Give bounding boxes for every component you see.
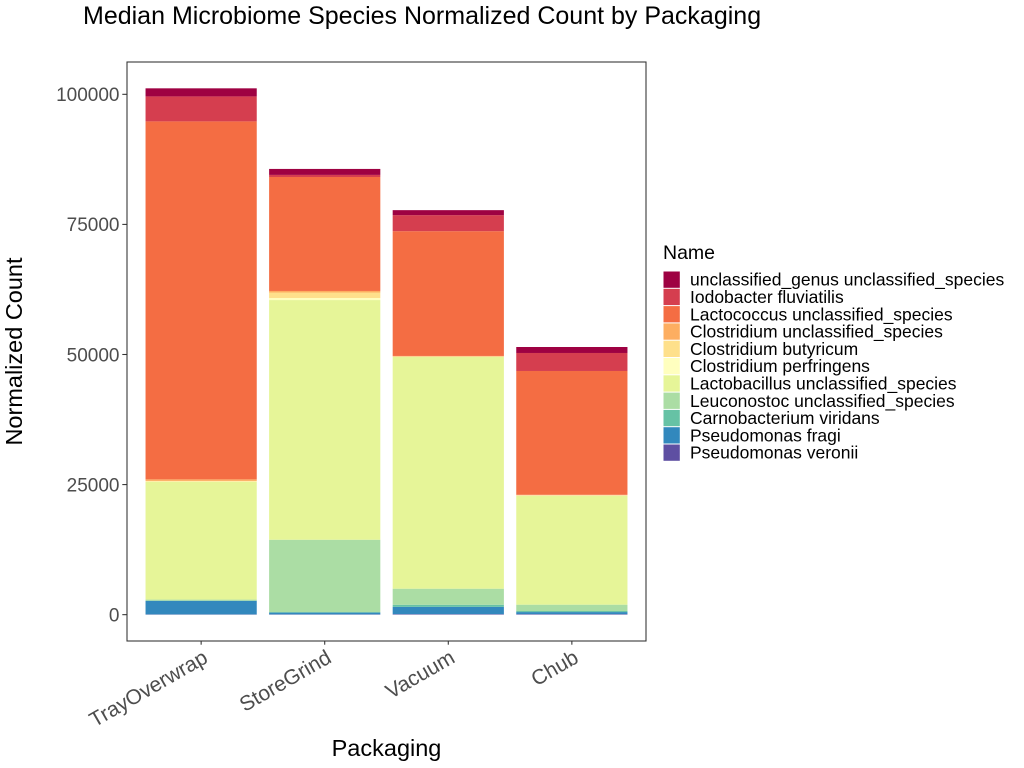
legend-item-lactococcus-unclassified-species: Lactococcus unclassified_species bbox=[663, 304, 953, 325]
bar-storegrind-lactobacillus-unclassified-species bbox=[269, 300, 381, 540]
legend-key bbox=[663, 444, 680, 461]
bar-trayoverwrap-clostridium-perfringens bbox=[145, 481, 257, 482]
legend-label: Lactobacillus unclassified_species bbox=[690, 374, 957, 395]
bar-chub-leuconostoc-unclassified-species bbox=[516, 604, 628, 612]
bar-stack-storegrind bbox=[269, 168, 381, 615]
y-tick-label: 75000 bbox=[67, 215, 120, 236]
bar-vacuum-unclassified-genus-unclassified-species bbox=[392, 210, 504, 216]
legend-title: Name bbox=[663, 242, 715, 264]
legend-label: Pseudomonas veronii bbox=[690, 443, 858, 463]
bar-vacuum-pseudomonas-veronii bbox=[392, 614, 504, 615]
bar-trayoverwrap-unclassified-genus-unclassified-species bbox=[145, 88, 257, 97]
legend-item-clostridium-perfringens: Clostridium perfringens bbox=[663, 356, 870, 376]
legend-item-clostridium-butyricum: Clostridium butyricum bbox=[663, 339, 858, 359]
y-axis: 0 25000 50000 75000 100000 bbox=[56, 85, 127, 626]
y-tick-label: 0 bbox=[109, 605, 120, 626]
panel-border bbox=[126, 61, 647, 642]
legend-label: Clostridium perfringens bbox=[690, 356, 870, 376]
bar-trayoverwrap-pseudomonas-fragi bbox=[145, 600, 257, 615]
bar-chub-carnobacterium-viridans bbox=[516, 611, 628, 613]
bar-vacuum-iodobacter-fluviatilis bbox=[392, 215, 504, 232]
bar-trayoverwrap-lactococcus-unclassified-species bbox=[145, 121, 257, 480]
y-tick-label: 50000 bbox=[67, 345, 120, 366]
legend-key bbox=[663, 271, 680, 288]
legend-label: Clostridium unclassified_species bbox=[690, 322, 943, 343]
legend-item-lactobacillus-unclassified-species: Lactobacillus unclassified_species bbox=[663, 374, 957, 395]
bar-chub-pseudomonas-fragi bbox=[516, 612, 628, 615]
bar-vacuum-clostridium-unclassified-species bbox=[392, 355, 504, 357]
legend-item-unclassified-genus-unclassified-species: unclassified_genus unclassified_species bbox=[663, 270, 1004, 291]
legend-label: Iodobacter fluviatilis bbox=[690, 287, 844, 307]
legend-label: Leuconostoc unclassified_species bbox=[690, 391, 955, 412]
bar-vacuum-carnobacterium-viridans bbox=[392, 604, 504, 607]
legend-key bbox=[663, 340, 680, 357]
bar-chub-lactobacillus-unclassified-species bbox=[516, 495, 628, 605]
legend-key bbox=[663, 392, 680, 409]
bar-vacuum-lactococcus-unclassified-species bbox=[392, 231, 504, 356]
legend-key bbox=[663, 427, 680, 444]
legend-item-pseudomonas-fragi: Pseudomonas fragi bbox=[663, 425, 841, 445]
legend-label: unclassified_genus unclassified_species bbox=[690, 270, 1004, 291]
bar-storegrind-lactococcus-unclassified-species bbox=[269, 177, 381, 291]
legend-item-iodobacter-fluviatilis: Iodobacter fluviatilis bbox=[663, 287, 844, 307]
bar-storegrind-unclassified-genus-unclassified-species bbox=[269, 168, 381, 175]
bar-chub-pseudomonas-veronii bbox=[516, 614, 628, 615]
legend-key bbox=[663, 288, 680, 306]
bar-storegrind-carnobacterium-viridans bbox=[269, 612, 381, 613]
legend-key bbox=[663, 409, 680, 427]
legend-item-carnobacterium-viridans: Carnobacterium viridans bbox=[663, 408, 880, 428]
legend-key bbox=[663, 306, 680, 323]
bar-chub-unclassified-genus-unclassified-species bbox=[516, 347, 628, 353]
bar-vacuum-lactobacillus-unclassified-species bbox=[392, 356, 504, 589]
bar-trayoverwrap-clostridium-unclassified-species bbox=[145, 479, 257, 481]
legend-key bbox=[663, 358, 680, 375]
bar-chub-iodobacter-fluviatilis bbox=[516, 352, 628, 371]
bar-stack-trayoverwrap bbox=[145, 88, 257, 615]
legend-label: Clostridium butyricum bbox=[690, 339, 858, 359]
legend-label: Pseudomonas fragi bbox=[690, 425, 841, 445]
chart-title: Median Microbiome Species Normalized Cou… bbox=[83, 2, 761, 30]
bar-storegrind-iodobacter-fluviatilis bbox=[269, 174, 381, 177]
legend-label: Lactococcus unclassified_species bbox=[690, 304, 953, 325]
y-tick-label: 25000 bbox=[67, 475, 120, 496]
bar-stack-chub bbox=[516, 347, 628, 615]
bar-trayoverwrap-iodobacter-fluviatilis bbox=[145, 96, 257, 122]
legend-item-pseudomonas-veronii: Pseudomonas veronii bbox=[663, 443, 858, 463]
bar-storegrind-leuconostoc-unclassified-species bbox=[269, 539, 381, 613]
y-axis-title: Normalized Count bbox=[1, 257, 27, 446]
bar-chub-lactococcus-unclassified-species bbox=[516, 370, 628, 495]
bar-trayoverwrap-clostridium-butyricum bbox=[145, 480, 257, 482]
bar-chub-clostridium-unclassified-species bbox=[516, 494, 628, 496]
legend-item-clostridium-unclassified-species: Clostridium unclassified_species bbox=[663, 322, 943, 343]
legend-key bbox=[663, 375, 680, 392]
legend-items: unclassified_genus unclassified_speciesI… bbox=[663, 270, 1004, 463]
bar-storegrind-clostridium-butyricum bbox=[269, 292, 381, 298]
legend-item-leuconostoc-unclassified-species: Leuconostoc unclassified_species bbox=[663, 391, 955, 412]
x-axis-title: Packaging bbox=[332, 735, 442, 761]
legend: Name unclassified_genus unclassified_spe… bbox=[663, 242, 1004, 463]
bar-trayoverwrap-leuconostoc-unclassified-species bbox=[145, 599, 257, 601]
legend-label: Carnobacterium viridans bbox=[690, 408, 880, 428]
bars-layer bbox=[145, 88, 628, 615]
bar-storegrind-pseudomonas-fragi bbox=[269, 612, 381, 615]
bar-trayoverwrap-lactobacillus-unclassified-species bbox=[145, 481, 257, 600]
y-tick-label: 100000 bbox=[56, 85, 119, 106]
bar-vacuum-leuconostoc-unclassified-species bbox=[392, 588, 504, 605]
bar-storegrind-clostridium-perfringens bbox=[269, 297, 381, 301]
legend-key bbox=[663, 323, 680, 340]
bar-storegrind-clostridium-unclassified-species bbox=[269, 290, 381, 293]
bar-stack-vacuum bbox=[392, 210, 504, 615]
bar-vacuum-pseudomonas-fragi bbox=[392, 606, 504, 615]
